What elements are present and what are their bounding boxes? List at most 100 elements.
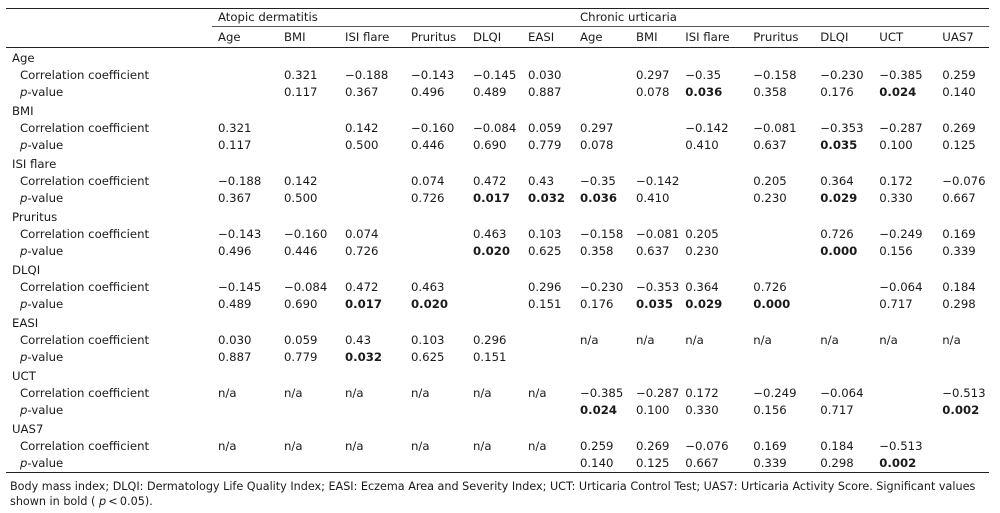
footnote-p-italic: p — [98, 495, 107, 508]
p-value-cell: 0.117 — [284, 85, 318, 99]
p-value-cell: 0.690 — [473, 138, 507, 152]
coefficient-cell: −0.230 — [820, 68, 864, 82]
p-letter: p — [20, 138, 28, 152]
coefficient-row: Correlation coefficient n/a n/a n/a n/a n/a n/… — [6, 385, 989, 402]
p-value-cell: 0.029 — [820, 191, 858, 205]
p-value-cell: 0.717 — [820, 403, 854, 417]
p-value-cell — [747, 243, 814, 260]
p-value-label: p-value — [6, 455, 212, 473]
coefficient-cell: 0.43 — [345, 333, 372, 347]
coefficient-cell: n/a — [345, 439, 364, 453]
coefficient-cell: −0.287 — [879, 121, 923, 135]
coefficient-cell: n/a — [284, 386, 303, 400]
p-value-cell: 0.489 — [473, 85, 507, 99]
p-value-cell — [278, 137, 339, 154]
coefficient-cell: 0.269 — [636, 439, 670, 453]
coefficient-cell: −0.513 — [942, 386, 986, 400]
coefficient-cell: −0.385 — [580, 386, 624, 400]
coefficient-cell: 0.364 — [685, 280, 719, 294]
column-header: Pruritus — [747, 26, 815, 48]
coefficient-cell: −0.145 — [473, 68, 517, 82]
coefficient-label: Correlation coefficient — [20, 227, 150, 241]
p-value-cell — [873, 402, 936, 419]
p-value-cell: 0.020 — [473, 244, 510, 258]
p-value-cell: 0.637 — [636, 244, 670, 258]
coefficient-cell: 0.297 — [636, 68, 670, 82]
p-value-cell: 0.035 — [820, 138, 858, 152]
p-value-cell: 0.496 — [218, 244, 252, 258]
p-suffix: -value — [27, 297, 64, 311]
p-value-row: p-value 0.117 0.500 0.446 0.690 0.779 0.078 0.4… — [6, 137, 989, 154]
p-value-cell: 0.017 — [345, 297, 382, 311]
variable-label: Pruritus — [12, 210, 58, 224]
p-value-cell: 0.100 — [879, 138, 913, 152]
p-value-label: p-value — [6, 137, 212, 154]
p-value-cell: 0.032 — [345, 350, 382, 364]
coefficient-cell: −0.160 — [284, 227, 328, 241]
p-value-cell: 0.298 — [814, 455, 874, 473]
p-value-cell: 0.690 — [284, 297, 318, 311]
p-value-cell: 0.078 — [636, 85, 670, 99]
coefficient-label: Correlation coefficient — [20, 386, 150, 400]
coefficient-cell: −0.064 — [820, 386, 864, 400]
p-value-cell — [339, 455, 405, 473]
p-value-cell — [814, 296, 873, 313]
p-suffix: -value — [27, 350, 64, 364]
column-header: UCT — [873, 26, 937, 48]
p-suffix: -value — [27, 244, 64, 258]
p-value-cell: 0.717 — [879, 297, 913, 311]
p-value-cell: 0.489 — [218, 297, 252, 311]
p-value-cell: 0.017 — [473, 191, 510, 205]
p-value-cell: 0.125 — [630, 455, 680, 473]
p-value-label: p-value — [6, 296, 212, 313]
p-letter: p — [20, 403, 28, 417]
coefficient-cell: 0.726 — [753, 280, 787, 294]
p-suffix: -value — [27, 403, 64, 417]
coefficient-cell: 0.463 — [411, 280, 445, 294]
coefficient-cell: 0.103 — [411, 333, 445, 347]
coefficient-cell — [936, 438, 989, 455]
coefficient-cell: 0.142 — [345, 121, 379, 135]
table-footnote: Body mass index; DLQI: Dermatology Life … — [10, 479, 990, 509]
variable-label: UAS7 — [12, 422, 44, 436]
p-value-cell — [522, 455, 574, 473]
coefficient-cell: −0.188 — [345, 68, 389, 82]
coefficient-cell: 0.43 — [528, 174, 555, 188]
coefficient-cell: 0.074 — [411, 174, 445, 188]
column-header: ISI flare — [679, 26, 748, 48]
column-header-row: Age BMI ISI flare Pruritus DLQI EASI Age BMI ISI… — [6, 26, 990, 48]
p-letter: p — [20, 297, 28, 311]
p-value-cell: 0.024 — [580, 403, 617, 417]
coefficient-cell: n/a — [753, 333, 772, 347]
p-value-cell — [212, 84, 278, 101]
coefficient-cell: 0.030 — [528, 68, 562, 82]
coefficient-cell: 0.296 — [528, 280, 562, 294]
p-value-cell: 0.230 — [685, 244, 719, 258]
coefficient-cell: 0.184 — [942, 280, 976, 294]
p-value-cell — [278, 402, 339, 419]
coefficient-row: Correlation coefficient −0.188 0.142 0.074 0… — [6, 173, 989, 190]
coefficient-cell: 0.169 — [942, 227, 976, 241]
p-value-cell — [212, 455, 278, 473]
p-value-cell: 0.446 — [411, 138, 445, 152]
coefficient-cell: 0.205 — [685, 227, 719, 241]
p-value-cell: 0.230 — [753, 191, 787, 205]
p-value-cell: 0.298 — [942, 297, 976, 311]
p-value-cell: 0.000 — [753, 297, 791, 311]
p-value-label: p-value — [6, 402, 212, 419]
coefficient-cell — [873, 385, 936, 402]
coefficient-cell: −0.143 — [411, 68, 455, 82]
coefficient-cell: −0.081 — [753, 121, 797, 135]
coefficient-cell: −0.081 — [636, 227, 680, 241]
coefficient-cell: n/a — [411, 386, 430, 400]
p-value-cell: 0.637 — [753, 138, 787, 152]
footnote-text: Body mass index; DLQI: Dermatology Life … — [10, 480, 976, 508]
coefficient-cell: 0.059 — [528, 121, 562, 135]
variable-label: DLQI — [12, 263, 41, 277]
coefficient-cell — [814, 279, 873, 296]
p-value-cell: 0.330 — [879, 191, 913, 205]
p-value-cell: 0.078 — [580, 138, 614, 152]
coefficient-cell: −0.160 — [411, 121, 455, 135]
coefficient-cell: −0.158 — [753, 68, 797, 82]
p-value-cell: 0.125 — [942, 138, 976, 152]
